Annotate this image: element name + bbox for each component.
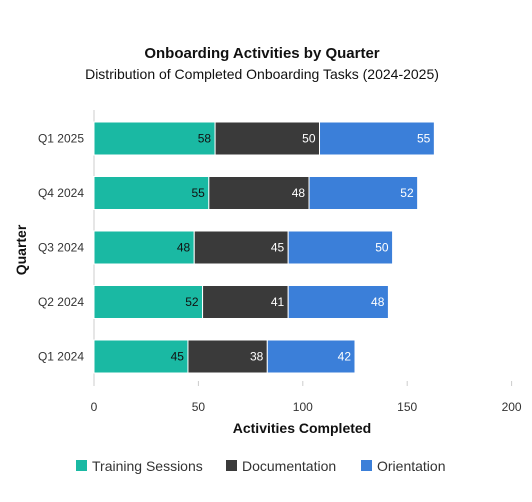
x-tick-label: 100 <box>293 400 313 414</box>
bar-segment <box>93 176 210 210</box>
bar-value-label: 55 <box>417 132 431 146</box>
bar-value-label: 42 <box>338 350 352 364</box>
x-tick-label: 0 <box>91 400 98 414</box>
bar-segment <box>319 121 435 156</box>
y-tick-label: Q1 2024 <box>38 350 84 364</box>
legend-swatch <box>226 460 237 471</box>
bar-value-label: 50 <box>375 241 389 255</box>
bar-value-label: 38 <box>250 350 264 364</box>
legend-swatch <box>361 460 372 471</box>
bar-segment <box>93 121 216 156</box>
bar-value-label: 58 <box>198 132 212 146</box>
legend-label: Orientation <box>377 458 445 474</box>
bar-segment <box>208 176 310 210</box>
legend-label: Documentation <box>242 458 336 474</box>
bar-segment <box>187 339 268 374</box>
bar-segment <box>93 285 204 319</box>
y-tick-label: Q3 2024 <box>38 241 84 255</box>
plot-area: 0 50 100 150 200 Q1 2025 58 50 55 Q4 2024 55 48 52 Q3… <box>38 110 522 414</box>
bar-segment <box>193 230 289 265</box>
x-axis-title: Activities Completed <box>233 420 371 436</box>
bar-segment <box>287 230 394 265</box>
x-tick-label: 200 <box>502 400 522 414</box>
y-tick-label: Q4 2024 <box>38 186 84 200</box>
bar-segment <box>308 176 419 210</box>
bar-value-label: 41 <box>271 295 285 309</box>
x-tick-label: 150 <box>397 400 417 414</box>
bar-value-label: 48 <box>292 186 306 200</box>
bar-value-label: 50 <box>302 132 316 146</box>
bar-value-label: 45 <box>171 350 185 364</box>
bar-value-label: 48 <box>177 241 191 255</box>
chart-subtitle: Distribution of Completed Onboarding Tas… <box>85 66 439 82</box>
chart-title: Onboarding Activities by Quarter <box>144 45 379 62</box>
bar-value-label: 55 <box>191 186 205 200</box>
legend-swatch <box>76 460 87 471</box>
y-axis-title: Quarter <box>13 224 29 275</box>
bar-segment <box>202 285 289 319</box>
y-tick-label: Q2 2024 <box>38 295 84 309</box>
bar-segment <box>93 230 195 265</box>
bar-value-label: 52 <box>185 295 199 309</box>
x-tick-label: 50 <box>192 400 206 414</box>
bar-value-label: 45 <box>271 241 285 255</box>
bar-segment <box>266 339 356 374</box>
bar-segment <box>287 285 389 319</box>
legend-label: Training Sessions <box>92 458 203 474</box>
bar-value-label: 48 <box>371 295 385 309</box>
bar-segment <box>93 339 189 374</box>
y-tick-label: Q1 2025 <box>38 132 84 146</box>
bar-value-label: 52 <box>400 186 414 200</box>
legend: Training Sessions Documentation Orientatio… <box>76 458 445 474</box>
